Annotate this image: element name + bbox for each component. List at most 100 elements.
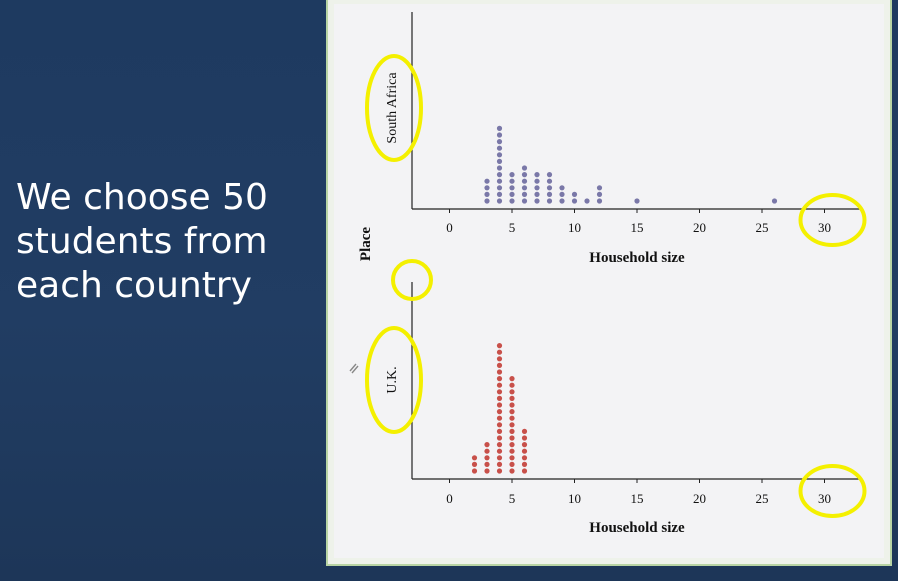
x-tick-label: 20 [693, 491, 706, 506]
data-dot [484, 198, 490, 204]
pen-cursor-icon [349, 363, 359, 374]
data-dot [509, 468, 515, 474]
data-dot [521, 198, 528, 204]
data-dot [496, 132, 503, 138]
data-dot [471, 461, 478, 467]
data-dot [521, 172, 528, 178]
data-dot [471, 455, 478, 461]
data-dot [509, 428, 515, 434]
data-dot [484, 468, 490, 474]
x-tick-label: 15 [631, 491, 644, 506]
x-tick-label: 30 [818, 491, 831, 506]
y-axis-title: Place [358, 227, 374, 261]
data-dot [484, 185, 490, 191]
data-dot [496, 125, 503, 131]
data-dot [496, 172, 503, 178]
slide-caption: We choose 50 students from each country [16, 177, 268, 306]
data-dot [484, 191, 490, 197]
x-tick-label: 10 [568, 491, 581, 506]
data-dot [509, 448, 515, 454]
data-dot [571, 198, 578, 204]
data-dot [484, 455, 490, 461]
data-dot [509, 415, 515, 421]
data-dot [546, 198, 553, 204]
data-dot [496, 455, 503, 461]
x-tick-label: 0 [446, 491, 453, 506]
x-tick-label: 30 [818, 220, 831, 235]
data-dot [509, 422, 515, 428]
data-dot [496, 198, 503, 204]
data-dot [571, 191, 578, 197]
dot-plot-figure: 0 5 10 15 20 25 30 Household size South Africa 0 5… [349, 12, 867, 536]
data-dot [496, 145, 503, 151]
x-tick-label: 25 [756, 491, 769, 506]
data-dot [509, 395, 515, 401]
data-dot [596, 185, 603, 191]
data-dot [509, 461, 515, 467]
x-tick-label: 15 [631, 220, 644, 235]
data-dot [534, 172, 540, 178]
data-dot [521, 435, 528, 441]
data-dot [496, 185, 503, 191]
x-axis-title: Household size [589, 520, 685, 536]
data-dot [484, 448, 490, 454]
data-dot [509, 185, 515, 191]
data-dot [521, 455, 528, 461]
data-dot [509, 455, 515, 461]
data-dot [509, 376, 515, 382]
data-dot [771, 198, 778, 204]
x-tick-label: 5 [509, 220, 516, 235]
data-dot [496, 448, 503, 454]
x-tick-label: 5 [509, 491, 516, 506]
data-dot [634, 198, 640, 204]
data-dot [509, 442, 515, 448]
x-axis-title: Household size [589, 250, 685, 266]
data-dot [509, 409, 515, 415]
data-dot [496, 435, 503, 441]
data-dot [534, 191, 540, 197]
data-dot [584, 198, 590, 204]
data-dot [509, 382, 515, 388]
category-label: South Africa [385, 72, 400, 144]
data-dot [496, 191, 503, 197]
data-dot [509, 191, 515, 197]
data-dot [509, 402, 515, 408]
data-dot [496, 343, 503, 349]
data-dot [496, 409, 503, 415]
highlight-circle [391, 259, 433, 301]
highlight-circle [798, 464, 867, 518]
data-dot [496, 442, 503, 448]
data-dot [509, 435, 515, 441]
data-dot [484, 178, 490, 184]
data-dot [496, 402, 503, 408]
x-tick-label: 25 [756, 220, 769, 235]
data-dot [559, 191, 565, 197]
data-dot [509, 178, 515, 184]
data-dot [496, 389, 503, 395]
data-dot [596, 191, 603, 197]
data-dot [496, 158, 503, 164]
data-dot [496, 165, 503, 171]
data-dot [521, 191, 528, 197]
highlight-circle [365, 54, 423, 162]
data-dot [521, 428, 528, 434]
data-dot [546, 178, 553, 184]
data-dot [534, 185, 540, 191]
data-dot [521, 468, 528, 474]
category-label: U.K. [385, 366, 400, 393]
data-dot [509, 389, 515, 395]
data-dot [521, 185, 528, 191]
data-dot [546, 185, 553, 191]
data-dot [496, 461, 503, 467]
data-dot [534, 198, 540, 204]
data-dot [509, 172, 515, 178]
data-dot [496, 152, 503, 158]
figure-panel: 0 5 10 15 20 25 30 Household size South Africa 0 5… [326, 0, 892, 566]
data-dot [496, 369, 503, 375]
data-dot [596, 198, 603, 204]
data-dot [496, 468, 503, 474]
data-dot [484, 442, 490, 448]
data-dot [521, 178, 528, 184]
data-dot [521, 448, 528, 454]
data-dot [559, 198, 565, 204]
